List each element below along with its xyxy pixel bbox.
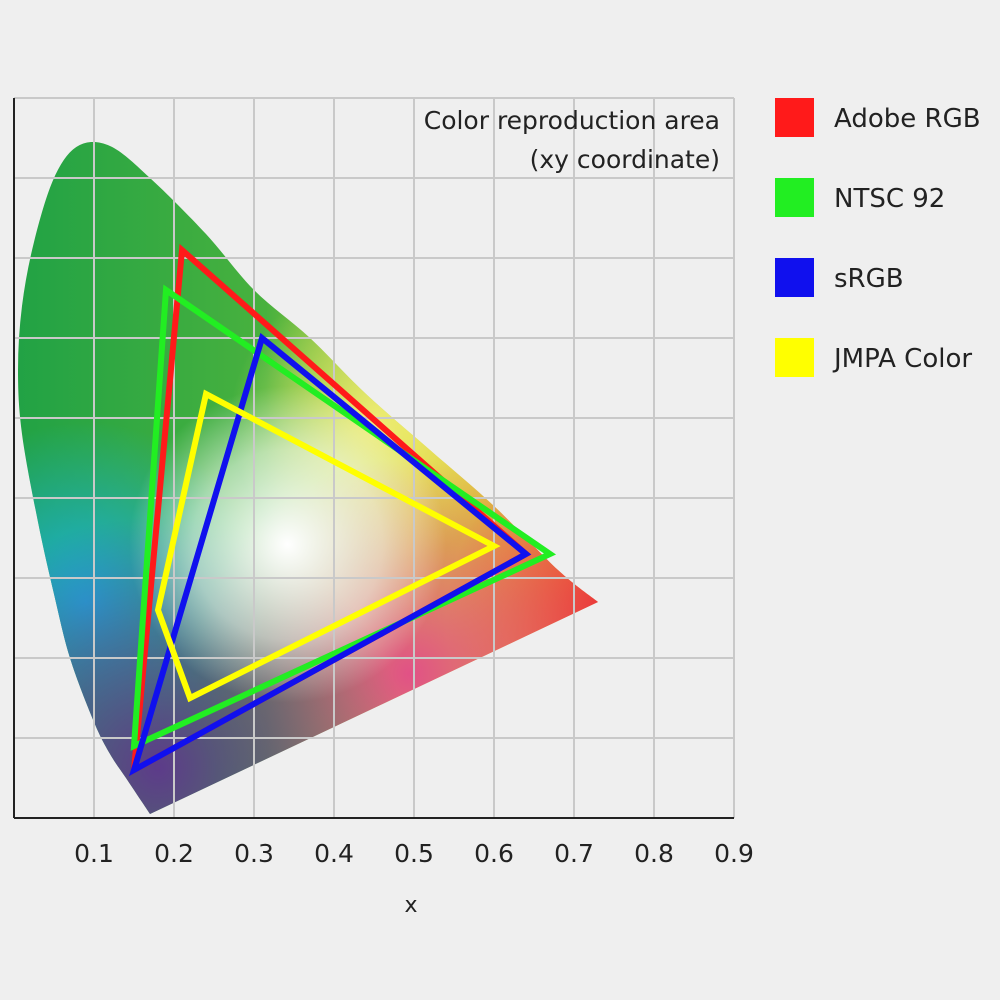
chart-axes — [13, 98, 734, 819]
x-tick-label: 0.8 — [634, 839, 674, 868]
x-tick-label: 0.5 — [394, 839, 434, 868]
spectral-locus-fill — [18, 142, 598, 814]
annotation-line-1: Color reproduction area — [424, 106, 720, 135]
legend-swatch — [775, 258, 814, 297]
series-ntsc-92 — [130, 284, 557, 751]
x-axis-label: x — [404, 893, 417, 918]
x-tick-label: 0.1 — [74, 839, 114, 868]
legend: Adobe RGB NTSC 92 sRGB JMPA Color — [775, 98, 981, 377]
legend-swatch — [775, 178, 814, 217]
legend-label: JMPA Color — [832, 344, 972, 374]
x-tick-label: 0.9 — [714, 839, 754, 868]
series-srgb — [129, 332, 532, 777]
legend-swatch — [775, 98, 814, 137]
legend-swatch — [775, 338, 814, 377]
x-tick-label: 0.3 — [234, 839, 274, 868]
x-tick-label: 0.2 — [154, 839, 194, 868]
gamut-series — [129, 243, 557, 777]
legend-label: sRGB — [834, 264, 904, 294]
x-tick-label: 0.6 — [474, 839, 514, 868]
x-tick-labels: 0.1 0.2 0.3 0.4 0.5 0.6 0.7 0.8 0.9 — [74, 839, 754, 868]
legend-label: Adobe RGB — [834, 104, 981, 134]
locus-layer-g-white — [18, 142, 598, 814]
series-jmpa-color — [154, 389, 501, 703]
legend-label: NTSC 92 — [834, 184, 945, 214]
x-tick-label: 0.4 — [314, 839, 354, 868]
annotation-line-2: (xy coordinate) — [530, 145, 720, 174]
chart-grid — [14, 97, 735, 818]
x-tick-label: 0.7 — [554, 839, 594, 868]
